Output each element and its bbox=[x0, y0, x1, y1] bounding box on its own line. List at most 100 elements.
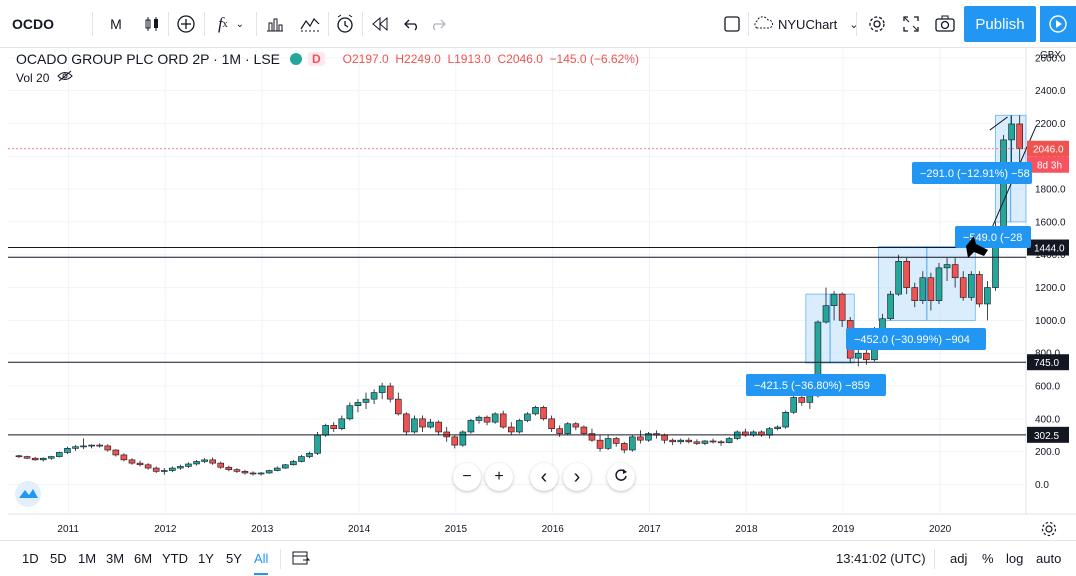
legend-title[interactable]: OCADO GROUP PLC ORD 2P · 1M · LSE bbox=[16, 51, 280, 67]
bar-chart-icon[interactable] bbox=[262, 8, 288, 40]
alert-icon[interactable] bbox=[332, 8, 358, 40]
time-tick-label: 2012 bbox=[154, 524, 177, 535]
candle-body bbox=[169, 467, 176, 471]
range-1m[interactable]: 1M bbox=[78, 551, 97, 566]
play-icon[interactable] bbox=[1040, 6, 1076, 42]
time-tick-label: 2017 bbox=[638, 524, 661, 535]
time-axis[interactable]: 2011 2012 2013 2014 2015 2016 2017 2018 2019 2020 bbox=[57, 524, 951, 535]
adj-toggle[interactable]: adj bbox=[950, 551, 968, 566]
camera-icon[interactable] bbox=[932, 8, 958, 40]
zoom-out-button[interactable]: − bbox=[453, 463, 481, 491]
time-tick-label: 2019 bbox=[832, 524, 855, 535]
utc-clock[interactable]: 13:41:02 (UTC) bbox=[836, 551, 926, 566]
measure-label-text: −452.0 (−30.99%) −904 bbox=[854, 334, 970, 346]
measure-labels[interactable]: −421.5 (−36.80%) −859 −452.0 (−30.99%) −9… bbox=[15, 162, 1032, 507]
candle-body bbox=[419, 418, 426, 428]
line-chart-icon[interactable] bbox=[296, 8, 324, 40]
candle-body bbox=[863, 352, 870, 361]
fullscreen-square-icon[interactable] bbox=[720, 8, 744, 40]
candle-body bbox=[959, 277, 967, 298]
candle-body bbox=[927, 277, 935, 301]
candle-body bbox=[766, 428, 773, 436]
range-3m[interactable]: 3M bbox=[106, 551, 125, 566]
scroll-left-button[interactable]: ‹ bbox=[530, 463, 558, 491]
range-5d[interactable]: 5D bbox=[50, 551, 67, 566]
reset-chart-button[interactable] bbox=[607, 463, 635, 491]
candle-body bbox=[282, 464, 289, 469]
candle-body bbox=[935, 267, 943, 301]
last-price-tag bbox=[1027, 140, 1069, 157]
candle-body bbox=[725, 438, 733, 443]
candle-body bbox=[322, 425, 329, 436]
scroll-right-button[interactable]: › bbox=[563, 463, 591, 491]
symbol-search[interactable]: OCDO bbox=[12, 16, 54, 32]
candle-body bbox=[112, 449, 120, 456]
expand-icon[interactable] bbox=[898, 8, 924, 40]
candles-icon[interactable] bbox=[138, 8, 166, 40]
candle-body bbox=[967, 274, 975, 298]
range-5y[interactable]: 5Y bbox=[226, 551, 242, 566]
price-axis[interactable]: 0.0 200.0 400.0 600.0 800.0 1000.0 1200.0 1400.… bbox=[1027, 50, 1069, 491]
time-tick-label: 2014 bbox=[348, 524, 371, 535]
candle-body bbox=[144, 464, 152, 469]
price-tick-label: 2600.0 bbox=[1035, 53, 1066, 64]
redo-icon[interactable] bbox=[426, 8, 450, 40]
trend-line[interactable] bbox=[989, 116, 1008, 131]
candle-body bbox=[233, 469, 241, 472]
candle-body bbox=[499, 413, 507, 428]
log-toggle[interactable]: log bbox=[1006, 551, 1024, 566]
measure-label-box[interactable] bbox=[846, 328, 986, 350]
candle-body bbox=[685, 439, 693, 443]
measure-label-box[interactable] bbox=[746, 374, 886, 396]
replay-icon[interactable] bbox=[368, 8, 392, 40]
publish-button[interactable]: Publish bbox=[964, 6, 1036, 42]
candle-body bbox=[273, 467, 281, 471]
candle-body bbox=[806, 395, 814, 403]
candle-body bbox=[524, 413, 531, 421]
axis-settings-icon[interactable] bbox=[1040, 520, 1060, 540]
candle-body bbox=[612, 438, 620, 444]
horizontal-line-tag bbox=[1027, 239, 1069, 256]
range-1d[interactable]: 1D bbox=[22, 551, 39, 566]
candle-body bbox=[298, 456, 305, 462]
candle-body bbox=[394, 398, 402, 415]
zoom-in-button[interactable]: + bbox=[485, 463, 513, 491]
layout-selector[interactable]: NYUChart ⌄ bbox=[752, 8, 858, 40]
candle-body bbox=[677, 439, 685, 443]
range-ytd[interactable]: YTD bbox=[162, 551, 188, 566]
candle-body bbox=[774, 426, 781, 429]
undo-icon[interactable] bbox=[400, 8, 424, 40]
horizontal-lines[interactable] bbox=[8, 148, 1026, 436]
auto-toggle[interactable]: auto bbox=[1036, 551, 1062, 566]
date-range-icon[interactable] bbox=[292, 550, 311, 571]
candle-body bbox=[507, 426, 515, 433]
time-tick-label: 2018 bbox=[735, 524, 758, 535]
measure-label-box[interactable] bbox=[912, 162, 1032, 184]
candle-body bbox=[15, 455, 23, 458]
add-compare-icon[interactable] bbox=[172, 8, 200, 40]
candle-body bbox=[435, 421, 442, 433]
eye-hidden-icon[interactable] bbox=[57, 70, 74, 85]
volume-legend[interactable]: Vol 20 bbox=[16, 70, 74, 85]
candle-body bbox=[386, 385, 394, 400]
toolbar-divider bbox=[256, 12, 257, 36]
candle-body bbox=[790, 397, 798, 413]
range-all[interactable]: All bbox=[254, 551, 269, 575]
gear-icon[interactable] bbox=[864, 8, 890, 40]
range-1y[interactable]: 1Y bbox=[198, 551, 214, 566]
candle-body bbox=[459, 431, 467, 446]
interval-button[interactable]: M bbox=[110, 16, 122, 32]
indicators-icon[interactable]: f x ⌄ bbox=[217, 14, 245, 33]
candle-body bbox=[451, 436, 459, 446]
candle-body bbox=[47, 456, 55, 459]
candle-body bbox=[637, 436, 644, 441]
range-6m[interactable]: 6M bbox=[134, 551, 153, 566]
candle-body bbox=[717, 441, 725, 444]
candle-body bbox=[136, 462, 144, 466]
candle-body bbox=[1016, 123, 1023, 150]
candle-body bbox=[572, 423, 580, 428]
candle-body bbox=[330, 425, 338, 429]
percent-toggle[interactable]: % bbox=[982, 551, 994, 566]
candle-body bbox=[225, 466, 233, 470]
